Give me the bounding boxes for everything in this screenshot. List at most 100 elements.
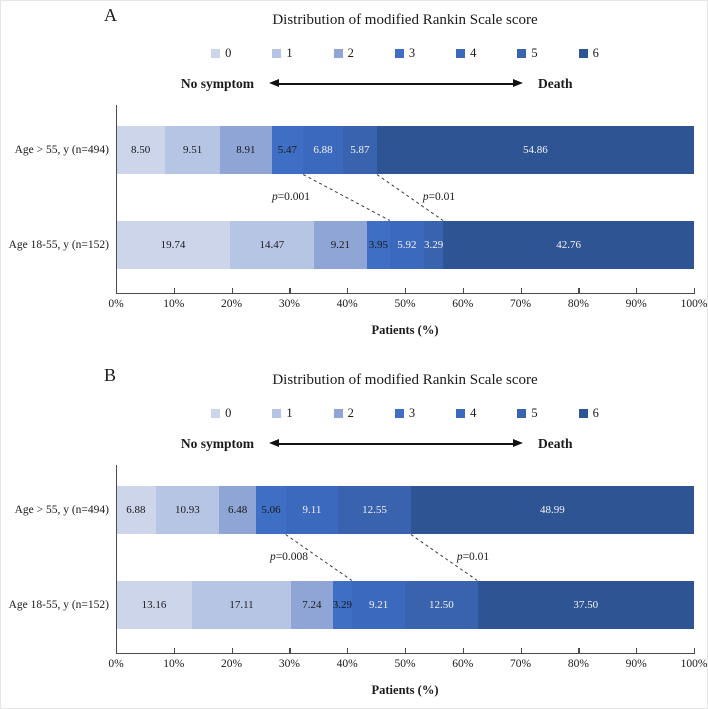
x-axis-tick [289, 288, 291, 293]
bar-segment-mrs-1: 17.11 [192, 581, 291, 629]
legend-item: 6 [578, 45, 599, 61]
x-axis-tick [231, 648, 233, 653]
legend-label: 4 [470, 405, 477, 420]
segment-value-label: 19.74 [160, 239, 186, 251]
bar-segment-mrs-3: 3.29 [332, 581, 353, 629]
x-tick-label: 0% [108, 298, 124, 310]
legend-swatch-4 [456, 408, 466, 418]
x-tick-label: 70% [510, 298, 532, 310]
significance-dashed-line [285, 534, 353, 581]
segment-value-label: 3.29 [332, 599, 353, 611]
segment-value-label: 54.86 [523, 144, 548, 156]
x-axis-tick [578, 288, 580, 293]
legend-label: 1 [286, 45, 293, 60]
x-axis-tick [347, 648, 349, 653]
segment-value-label: 12.55 [362, 504, 387, 516]
x-tick-label: 50% [394, 658, 416, 670]
x-tick-label: 90% [625, 658, 647, 670]
segment-value-label: 5.06 [261, 504, 281, 516]
arrow-shaft [275, 442, 517, 445]
segment-value-label: 12.50 [429, 599, 454, 611]
p-value-label: p=0.01 [422, 191, 456, 203]
x-tick-label: 40% [336, 298, 358, 310]
legend-item: 3 [394, 45, 416, 61]
arrow-head-left-icon [269, 439, 279, 447]
stacked-bar: 6.88 10.93 6.48 5.06 9.11 12.55 48.99 [116, 486, 694, 534]
stacked-bar: 13.16 17.11 7.24 3.29 9.21 12.50 37.50 [116, 581, 694, 629]
bar-segment-mrs-2: 6.48 [218, 486, 257, 534]
x-axis-title: Patients (%) [371, 323, 439, 337]
legend-item: 5 [517, 46, 538, 61]
legend-item: 5 [517, 405, 538, 421]
segment-value-label: 5.87 [350, 144, 370, 156]
legend-item: 0 [211, 406, 231, 421]
legend-item: 0 [211, 46, 231, 61]
bar-segment-mrs-6: 48.99 [410, 486, 694, 534]
bar-segment-mrs-4: 9.21 [352, 581, 406, 629]
bar-segment-mrs-5: 12.55 [338, 486, 411, 534]
bar-segment-mrs-2: 7.24 [290, 581, 333, 629]
x-tick-label: 60% [452, 298, 474, 310]
x-axis-tick [116, 288, 118, 293]
legend-label: 5 [531, 405, 538, 420]
x-axis-line [116, 653, 695, 655]
legend-item: 4 [456, 406, 476, 421]
legend-label: 3 [408, 45, 416, 60]
x-tick-label: 60% [452, 658, 474, 670]
chart-title: Distribution of modified Rankin Scale sc… [272, 12, 538, 28]
x-tick-label: 80% [567, 298, 589, 310]
stacked-bar: 19.74 14.47 9.21 3.95 5.92 3.29 42.76 [116, 221, 694, 269]
segment-value-label: 48.99 [540, 504, 565, 516]
legend-swatch-5 [517, 48, 527, 58]
segment-value-label: 37.50 [573, 599, 599, 611]
legend-swatch-6 [578, 408, 588, 418]
bar-segment-mrs-4: 5.92 [389, 221, 424, 269]
bar-segment-mrs-6: 42.76 [443, 221, 694, 269]
x-axis-tick [231, 288, 233, 293]
x-axis-tick [405, 288, 407, 293]
legend-label: 3 [408, 405, 416, 420]
arrow-head-right-icon [513, 79, 523, 87]
legend-swatch-2 [333, 408, 343, 418]
legend-swatch-5 [517, 408, 527, 418]
arrow-shaft [275, 82, 517, 85]
legend-swatch-0 [211, 408, 221, 418]
x-tick-label: 10% [163, 298, 185, 310]
x-tick-label: 30% [278, 298, 300, 310]
no-symptom-label: No symptom [180, 436, 254, 451]
p-value-label: p=0.001 [271, 191, 311, 203]
x-axis-tick [636, 288, 638, 293]
bar-segment-mrs-5: 3.29 [423, 221, 444, 269]
x-tick-label: 0% [108, 658, 124, 670]
segment-value-label: 17.11 [229, 599, 254, 611]
significance-dashed-line [302, 174, 391, 221]
x-tick-label: 70% [510, 658, 532, 670]
bar-segment-mrs-0: 8.50 [116, 126, 166, 174]
p-value-label: p=0.01 [456, 551, 490, 563]
double-arrow [269, 75, 523, 92]
legend-item: 1 [272, 405, 293, 421]
legend-label: 1 [286, 405, 293, 420]
category-label: Age 18-55, y (n=152) [8, 239, 109, 251]
x-tick-label: 40% [336, 658, 358, 670]
significance-dashed-line [410, 534, 478, 581]
double-arrow [269, 435, 523, 452]
legend-item: 1 [272, 45, 293, 61]
chart-title: Distribution of modified Rankin Scale sc… [272, 372, 538, 388]
bar-segment-mrs-5: 5.87 [342, 126, 377, 174]
legend-item: 4 [456, 46, 476, 61]
legend-label: 6 [592, 45, 599, 60]
x-axis-tick [462, 288, 464, 293]
segment-value-label: 3.29 [423, 239, 444, 251]
legend-swatch-1 [272, 48, 282, 58]
legend-swatch-1 [272, 408, 282, 418]
legend-label: 2 [347, 405, 354, 420]
x-axis-tick [116, 648, 118, 653]
x-axis-tick [578, 648, 580, 653]
legend-item: 6 [578, 406, 599, 421]
panel-B: B Distribution of modified Rankin Scale s… [1, 361, 707, 708]
legend-item: 2 [333, 405, 354, 421]
legend-item: 3 [394, 405, 416, 421]
segment-value-label: 6.48 [228, 504, 248, 516]
